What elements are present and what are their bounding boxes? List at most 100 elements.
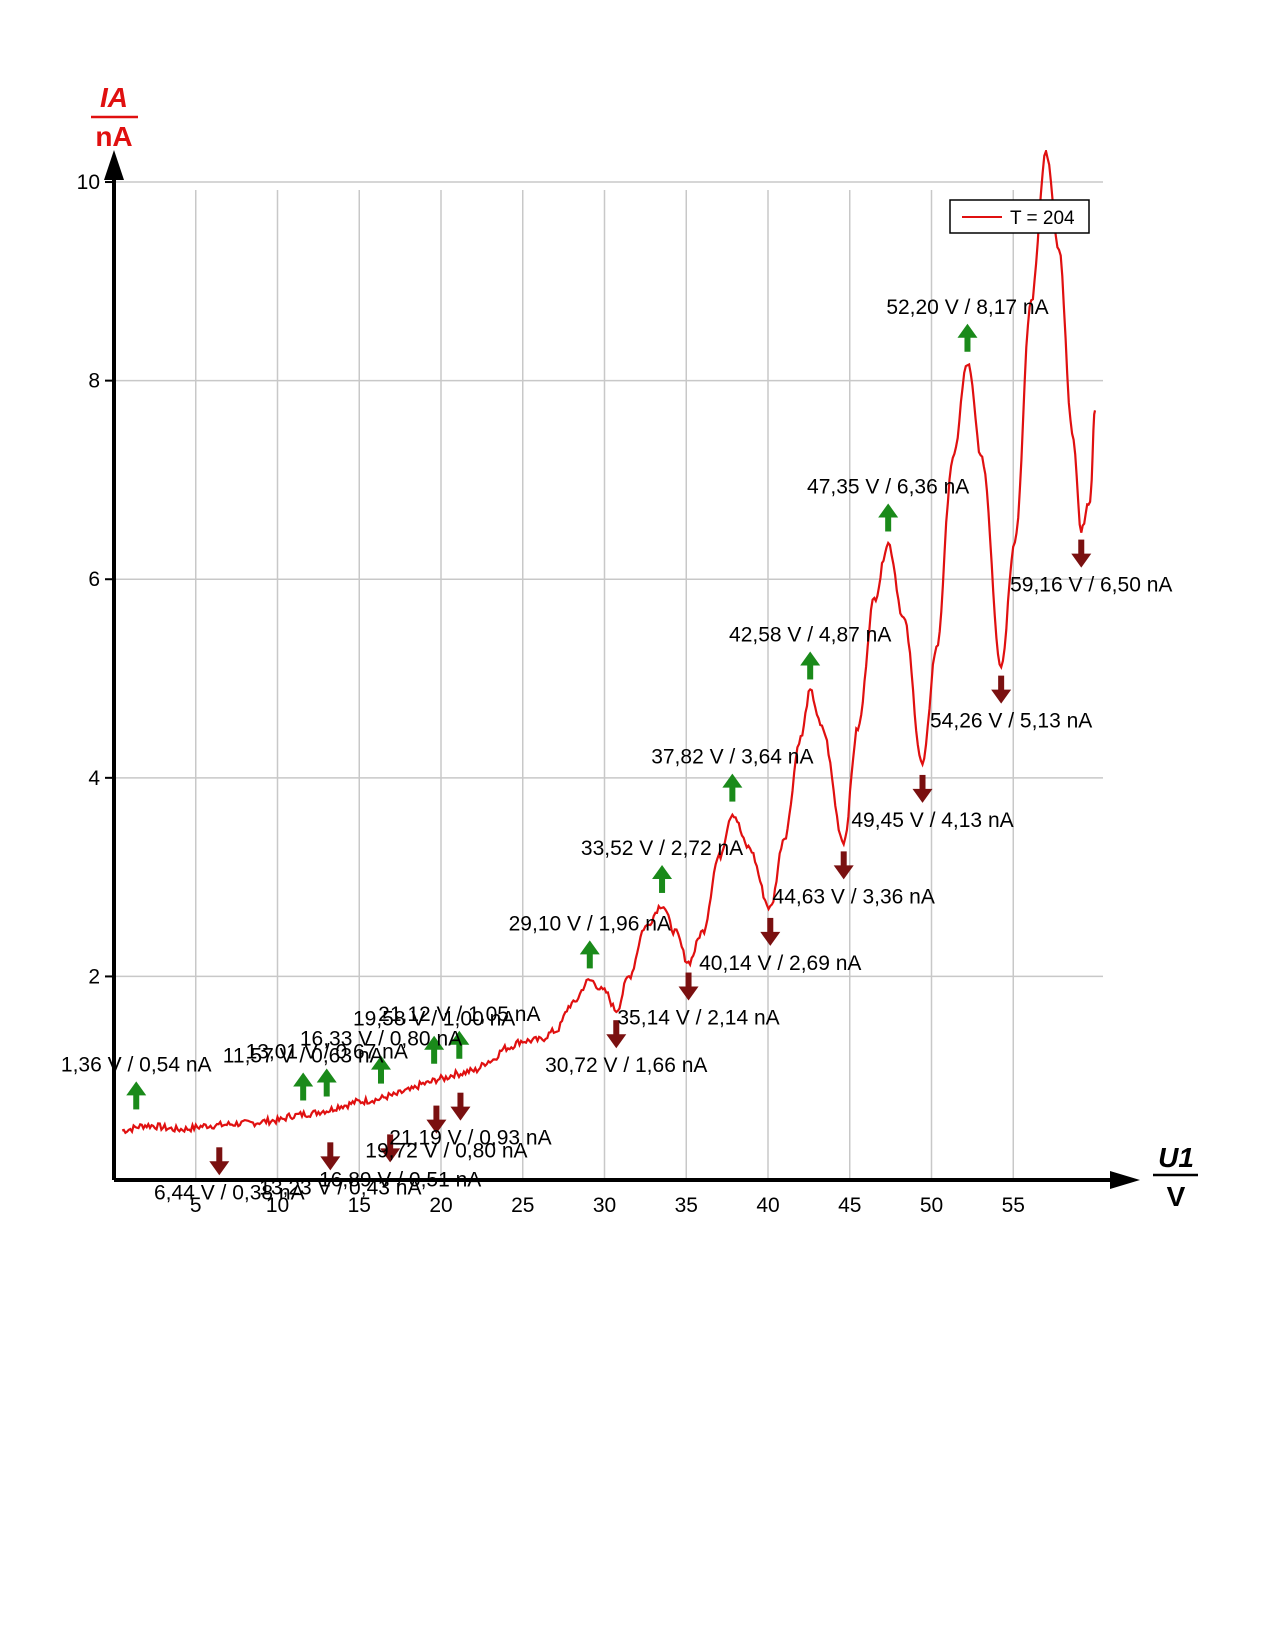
- x-tick-label: 45: [838, 1194, 861, 1217]
- y-tick-label: 8: [88, 370, 100, 393]
- minimum-marker-icon: [991, 675, 1012, 704]
- marker-stem: [133, 1091, 140, 1110]
- maximum-marker-icon: [579, 940, 600, 969]
- marker-stem: [840, 851, 847, 870]
- minimum-marker-icon: [320, 1142, 341, 1171]
- marker-stem: [300, 1082, 307, 1101]
- y-tick-label: 4: [88, 767, 100, 790]
- maximum-label: 47,35 V / 6,36 nA: [807, 475, 969, 498]
- marker-head: [678, 986, 699, 1001]
- x-axis-arrow-icon: [1110, 1171, 1140, 1189]
- marker-head: [426, 1119, 447, 1134]
- minimum-label: 44,63 V / 3,36 nA: [773, 885, 935, 908]
- marker-stem: [586, 950, 593, 969]
- marker-head: [380, 1148, 401, 1163]
- marker-head: [370, 1055, 391, 1070]
- minimum-marker-icon: [450, 1092, 471, 1121]
- x-axis-unit: V: [1167, 1181, 1186, 1212]
- minimum-label: 19,72 V / 0,80 nA: [365, 1140, 527, 1163]
- minimum-marker-icon: [606, 1020, 627, 1049]
- y-tick-label: 10: [77, 171, 100, 194]
- maximum-label: 1,36 V / 0,54 nA: [61, 1053, 212, 1076]
- minimum-marker-icon: [912, 774, 933, 803]
- marker-head: [800, 651, 821, 666]
- x-tick-label: 35: [675, 1194, 698, 1217]
- y-tick-label: 6: [88, 568, 100, 591]
- marker-head: [1071, 553, 1092, 568]
- marker-head: [316, 1068, 337, 1083]
- marker-stem: [729, 783, 736, 802]
- minimum-marker-icon: [209, 1147, 230, 1176]
- maximum-label: 37,82 V / 3,64 nA: [651, 746, 813, 769]
- maximum-label: 11,57 V / 0,63 nA: [223, 1044, 384, 1067]
- minimum-marker-icon: [760, 917, 781, 946]
- x-tick-label: 55: [1002, 1194, 1025, 1217]
- minimum-marker-icon: [833, 851, 854, 880]
- minimum-marker-icon: [380, 1134, 401, 1163]
- marker-stem: [1078, 539, 1085, 558]
- x-axis-ticks: 5 10 15 20 25 30 35 40 45 50 55: [190, 1194, 1025, 1217]
- grid: [105, 181, 1103, 1180]
- marker-stem: [767, 917, 774, 936]
- marker-stem: [433, 1105, 440, 1124]
- x-tick-label: 15: [348, 1194, 371, 1217]
- marker-stem: [216, 1147, 223, 1166]
- marker-head: [424, 1035, 445, 1050]
- marker-head: [606, 1034, 627, 1049]
- minimum-marker-icon: [1071, 539, 1092, 568]
- maximum-marker-icon: [800, 651, 821, 680]
- maximum-label: 29,10 V / 1,96 nA: [509, 912, 671, 935]
- marker-head: [579, 940, 600, 955]
- marker-stem: [998, 675, 1005, 694]
- minimum-label: 21,19 V / 0,93 nA: [389, 1127, 551, 1150]
- maximum-marker-icon: [316, 1068, 337, 1097]
- marker-stem: [431, 1045, 438, 1064]
- y-tick-label: 2: [88, 965, 100, 988]
- marker-stem: [457, 1092, 464, 1111]
- minimum-label: 59,16 V / 6,50 nA: [1010, 574, 1172, 597]
- x-tick-label: 20: [429, 1194, 452, 1217]
- maximum-marker-icon: [878, 503, 899, 532]
- maximum-marker-icon: [957, 323, 978, 352]
- marker-stem: [456, 1040, 463, 1059]
- x-tick-label: 5: [190, 1194, 202, 1217]
- marker-stem: [885, 513, 892, 532]
- marker-stem: [919, 774, 926, 793]
- marker-head: [957, 323, 978, 338]
- maximum-marker-icon: [126, 1081, 147, 1110]
- maximum-label: 21,12 V / 1,05 nA: [378, 1003, 540, 1026]
- minimum-label: 35,14 V / 2,14 nA: [617, 1007, 779, 1030]
- legend-label: T = 204: [1010, 208, 1075, 229]
- minimum-label: 54,26 V / 5,13 nA: [930, 710, 1092, 733]
- y-axis-ticks: 2 4 6 8 10: [77, 171, 101, 988]
- marker-head: [209, 1161, 230, 1176]
- minimum-marker-icon: [426, 1105, 447, 1134]
- y-axis-arrow-icon: [104, 150, 124, 180]
- maximum-marker-icon: [652, 864, 673, 893]
- marker-head: [449, 1030, 470, 1045]
- x-axis-symbol: U1: [1158, 1142, 1194, 1173]
- marker-stem: [807, 661, 814, 680]
- minimum-label: 13,23 V / 0,43 nA: [259, 1176, 421, 1199]
- marker-stem: [613, 1020, 620, 1039]
- minimum-label: 30,72 V / 1,66 nA: [545, 1054, 707, 1077]
- maximum-marker-icon: [424, 1035, 445, 1064]
- marker-head: [722, 773, 743, 788]
- marker-head: [760, 931, 781, 946]
- marker-head: [878, 503, 899, 518]
- marker-stem: [659, 874, 666, 893]
- marker-head: [833, 865, 854, 880]
- y-axis-symbol: IA: [100, 82, 128, 113]
- marker-head: [450, 1106, 471, 1121]
- y-axis-unit: nA: [95, 121, 132, 152]
- marker-stem: [327, 1142, 334, 1161]
- series-line: [121, 150, 1097, 1135]
- marker-stem: [377, 1065, 384, 1084]
- marker-stem: [964, 333, 971, 352]
- x-tick-label: 50: [920, 1194, 943, 1217]
- marker-head: [991, 689, 1012, 704]
- maximum-label: 13,01 V / 0,67 nA: [246, 1041, 408, 1064]
- marker-head: [912, 788, 933, 803]
- minimum-label: 40,14 V / 2,69 nA: [699, 952, 861, 975]
